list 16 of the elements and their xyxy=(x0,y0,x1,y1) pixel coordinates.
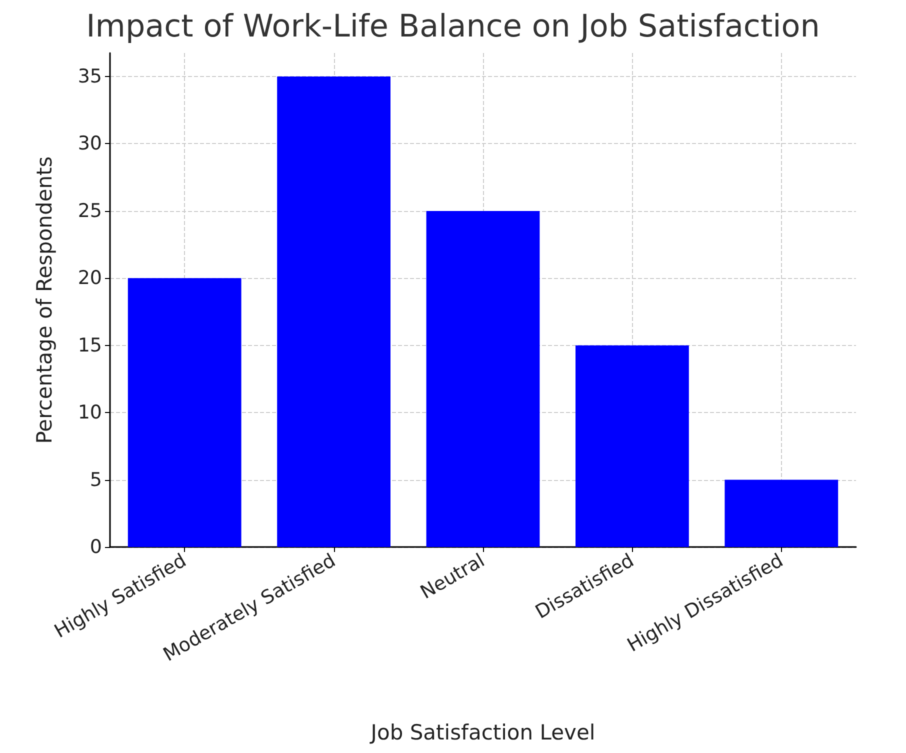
bar xyxy=(426,210,540,547)
y-tick-label: 25 xyxy=(78,200,102,222)
bar xyxy=(724,480,838,547)
y-tick-label: 0 xyxy=(90,536,102,558)
y-tick-label: 30 xyxy=(78,132,102,155)
x-axis-title: Job Satisfaction Level xyxy=(368,720,596,744)
bar xyxy=(277,76,390,547)
y-tick-label: 15 xyxy=(78,334,102,356)
y-axis-title: Percentage of Respondents xyxy=(32,156,56,444)
y-tick-label: 20 xyxy=(78,267,102,290)
bar xyxy=(128,278,242,547)
bar xyxy=(576,345,689,547)
y-tick-label: 35 xyxy=(78,66,102,88)
y-tick-label: 5 xyxy=(90,468,102,491)
y-tick-label: 10 xyxy=(78,402,102,424)
chart-title: Impact of Work-Life Balance on Job Satisfaction xyxy=(86,8,820,44)
